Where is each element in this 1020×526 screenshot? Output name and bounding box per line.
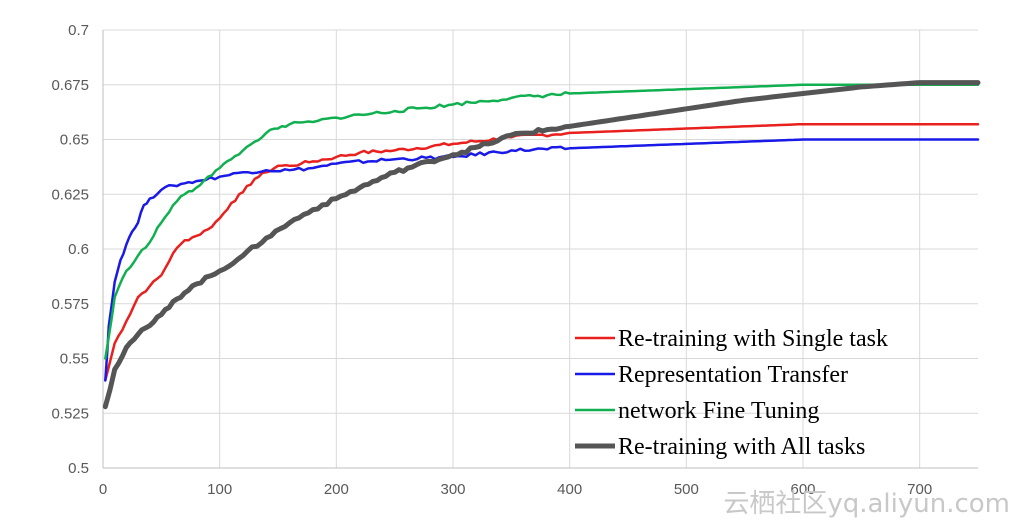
x-tick-label: 300	[440, 481, 465, 498]
y-tick-label: 0.65	[60, 132, 89, 149]
legend-label: network Fine Tuning	[618, 398, 819, 424]
y-tick-label: 0.675	[51, 77, 89, 94]
x-tick-label: 100	[207, 481, 232, 498]
y-tick-labels: 0.5 0.525 0.55 0.575 0.6 0.625 0.65 0.675 0.7	[51, 22, 89, 477]
series-line	[104, 138, 980, 382]
x-tick-label: 400	[557, 481, 582, 498]
legend-label: Representation Transfer	[618, 362, 848, 388]
x-tick-labels: 0 100 200 300 400 500 600 700	[99, 481, 932, 498]
y-tick-label: 0.525	[51, 405, 89, 422]
x-tick-label: 700	[907, 481, 932, 498]
legend: Re-training with Single task Representati…	[575, 326, 888, 460]
legend-item: Re-training with Single task	[575, 326, 888, 352]
x-tick-label: 0	[99, 481, 107, 498]
y-tick-label: 0.575	[51, 296, 89, 313]
x-tick-label: 500	[674, 481, 699, 498]
x-tick-label: 600	[790, 481, 815, 498]
axes	[102, 30, 978, 469]
series-line	[102, 80, 981, 410]
legend-label: Re-training with Single task	[618, 326, 888, 352]
legend-item: network Fine Tuning	[575, 398, 819, 424]
y-tick-label: 0.6	[68, 241, 89, 258]
series-lines	[102, 80, 981, 410]
legend-label: Re-training with All tasks	[618, 434, 865, 460]
series-line	[104, 83, 980, 360]
legend-item: Representation Transfer	[575, 362, 848, 388]
x-tick-label: 200	[324, 481, 349, 498]
legend-item: Re-training with All tasks	[575, 434, 865, 460]
gridlines	[103, 29, 978, 469]
y-tick-label: 0.5	[68, 460, 89, 477]
y-tick-label: 0.55	[60, 351, 89, 368]
watermark: 云栖社区yq.aliyun.com	[723, 489, 1010, 519]
y-tick-label: 0.625	[51, 186, 89, 203]
y-tick-label: 0.7	[68, 22, 89, 39]
